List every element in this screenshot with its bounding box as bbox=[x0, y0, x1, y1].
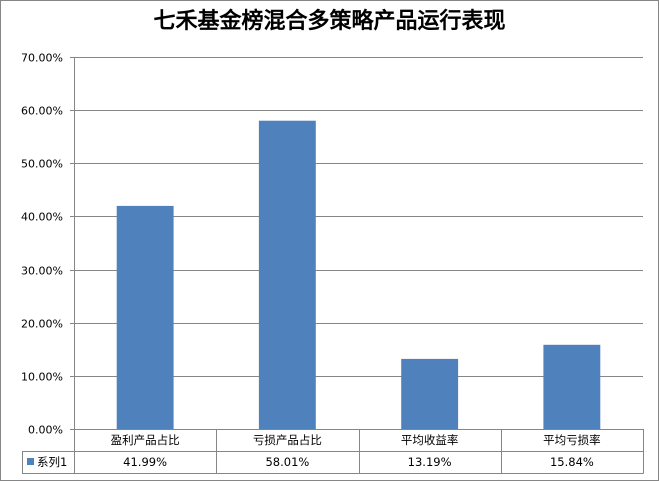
category-label-3: 平均亏损率 bbox=[543, 433, 601, 447]
value-label-3: 15.84% bbox=[550, 455, 594, 469]
y-tick-label-1: 10.00% bbox=[21, 371, 63, 384]
bar-2 bbox=[401, 358, 459, 429]
category-label-0: 盈利产品占比 bbox=[111, 433, 180, 447]
y-tick-label-4: 40.00% bbox=[21, 211, 63, 224]
y-tick-label-2: 20.00% bbox=[21, 318, 63, 331]
y-tick-label-5: 50.00% bbox=[21, 158, 63, 171]
value-label-1: 58.01% bbox=[265, 455, 309, 469]
value-label-2: 13.19% bbox=[408, 455, 452, 469]
bar-0 bbox=[116, 205, 174, 429]
category-label-1: 亏损产品占比 bbox=[253, 433, 322, 447]
bar-3 bbox=[543, 344, 601, 429]
value-label-0: 41.99% bbox=[123, 455, 167, 469]
value-axis: 0.00% 10.00% 20.00% 30.00% 40.00% 50.00% 60.00… bbox=[21, 52, 75, 474]
y-tick-label-6: 60.00% bbox=[21, 105, 63, 118]
data-table: 盈利产品占比 亏损产品占比 平均收益率 平均亏损率 41.99% 58.01% 13.19%… bbox=[22, 429, 644, 474]
chart-title: 七禾基金榜混合多策略产品运行表现 bbox=[153, 9, 506, 34]
legend-label: 系列1 bbox=[37, 455, 67, 469]
y-tick-label-0: 0.00% bbox=[28, 424, 63, 437]
category-label-2: 平均收益率 bbox=[401, 433, 459, 447]
legend-swatch bbox=[27, 458, 34, 465]
bar-1 bbox=[258, 120, 316, 429]
y-tick-label-3: 30.00% bbox=[21, 265, 63, 278]
y-tick-label-7: 70.00% bbox=[21, 52, 63, 65]
bar-series bbox=[116, 120, 601, 429]
